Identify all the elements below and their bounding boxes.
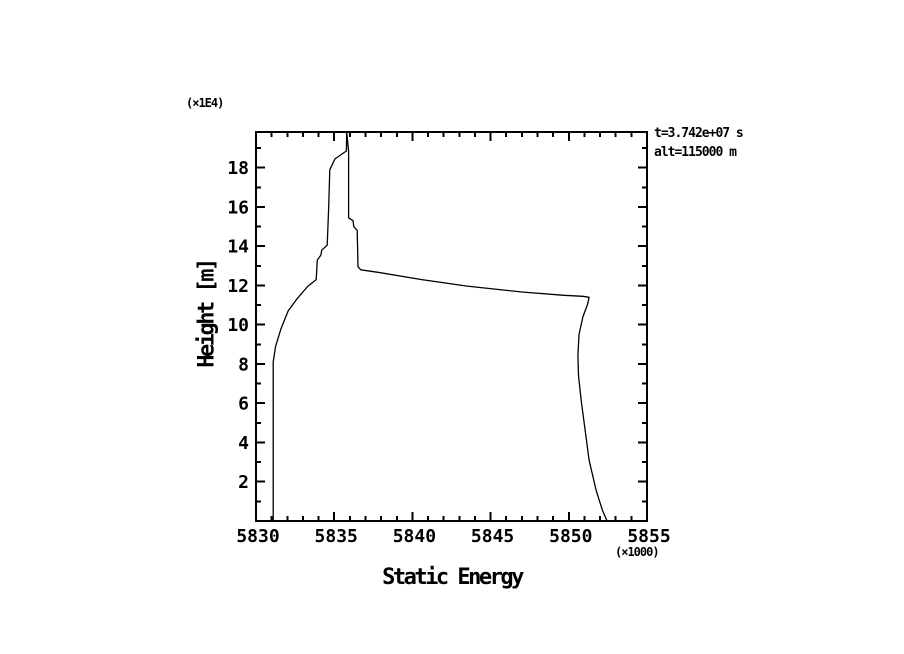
axes-frame (255, 131, 648, 522)
y-tick-label: 4 (238, 433, 249, 454)
y-tick-label: 18 (227, 158, 249, 179)
x-tick-label: 5840 (393, 526, 436, 547)
x-tick-label: 5850 (549, 526, 592, 547)
x-tick-label: 5855 (627, 526, 670, 547)
y-tick-label: 8 (238, 354, 249, 375)
profile-curve (272, 131, 608, 522)
x-axis-title: Static Energy (382, 565, 524, 590)
x-tick-label: 5830 (236, 526, 279, 547)
y-tick-label: 16 (227, 197, 249, 218)
y-tick-label: 10 (227, 315, 249, 336)
y-axis-scale-note: (×1E4) (186, 96, 224, 110)
y-tick-label: 12 (227, 276, 249, 297)
y-tick-label: 6 (238, 394, 249, 415)
annotation-time: t=3.742e+07 s (654, 126, 744, 141)
x-axis-scale-note: (×1000) (615, 545, 660, 559)
x-tick-label: 5845 (471, 526, 514, 547)
y-tick-label: 14 (227, 237, 249, 258)
y-tick-label: 2 (238, 472, 249, 493)
annotation-block: t=3.742e+07 s alt=115000 m (654, 124, 744, 162)
y-axis-title: Height [m] (194, 260, 220, 368)
x-tick-label: 5835 (315, 526, 358, 547)
annotation-altitude: alt=115000 m (654, 145, 737, 160)
